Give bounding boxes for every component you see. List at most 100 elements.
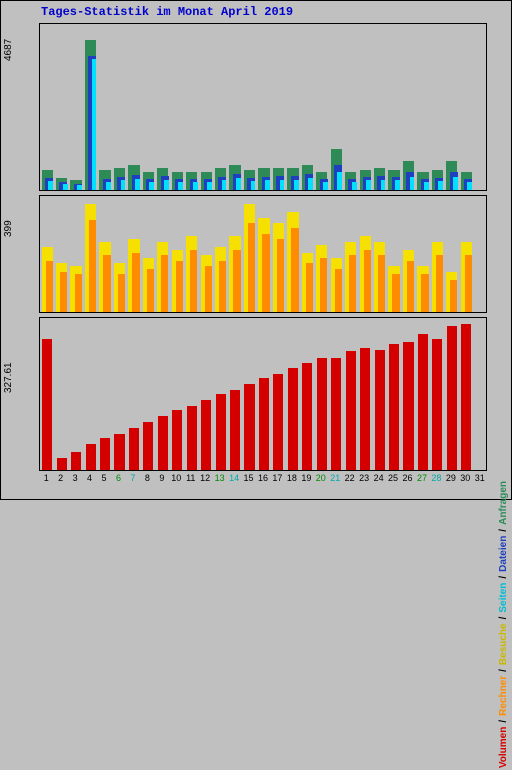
bar-rechner: [421, 274, 428, 312]
x-day: 3: [68, 473, 82, 483]
x-day: 24: [371, 473, 385, 483]
bar-rechner: [407, 261, 414, 312]
bar-seiten: [121, 180, 126, 190]
bar-rechner: [89, 220, 96, 312]
legend-anfragen: Anfragen: [498, 479, 509, 527]
bar-volumen: [172, 410, 182, 470]
bar-seiten: [178, 182, 183, 190]
bar-rechner: [118, 274, 125, 312]
bar-rechner: [176, 261, 183, 312]
bar-seiten: [453, 177, 458, 190]
bar-rechner: [277, 239, 284, 312]
legend-rechner: Rechner: [498, 674, 509, 718]
bar-volumen: [375, 350, 385, 470]
x-day: 29: [444, 473, 458, 483]
bar-rechner: [364, 250, 371, 312]
x-day: 23: [357, 473, 371, 483]
bar-rechner: [465, 255, 472, 312]
x-day: 28: [429, 473, 443, 483]
bar-rechner: [262, 234, 269, 312]
x-day: 27: [415, 473, 429, 483]
bar-seiten: [438, 181, 443, 190]
bar-rechner: [233, 250, 240, 312]
bar-rechner: [205, 266, 212, 312]
bar-volumen: [129, 428, 139, 470]
bar-volumen: [216, 394, 226, 470]
bar-seiten: [352, 182, 357, 190]
bar-rechner: [450, 280, 457, 312]
x-day: 7: [126, 473, 140, 483]
bar-volumen: [259, 378, 269, 470]
bar-seiten: [280, 180, 285, 190]
bar-seiten: [294, 180, 299, 190]
ylabel-top: 4687: [3, 39, 14, 61]
stats-chart: Tages-Statistik im Monat April 2019 4687…: [0, 0, 512, 500]
legend-sep: /: [498, 667, 509, 674]
bar-seiten: [323, 182, 328, 190]
bar-seiten: [193, 182, 198, 190]
bar-volumen: [158, 416, 168, 470]
bar-seiten: [308, 178, 313, 190]
bar-seiten: [63, 184, 68, 190]
bar-volumen: [230, 390, 240, 470]
x-day: 26: [400, 473, 414, 483]
bar-rechner: [436, 255, 443, 312]
bar-rechner: [378, 255, 385, 312]
x-day: 15: [241, 473, 255, 483]
x-day: 9: [155, 473, 169, 483]
bar-volumen: [273, 374, 283, 470]
bar-seiten: [410, 177, 415, 190]
x-day: 4: [82, 473, 96, 483]
bar-volumen: [447, 326, 457, 470]
bar-seiten: [207, 182, 212, 190]
x-day: 5: [97, 473, 111, 483]
x-day: 18: [285, 473, 299, 483]
bar-volumen: [143, 422, 153, 470]
bar-seiten: [236, 178, 241, 190]
bar-volumen: [317, 358, 327, 470]
legend-besuche: Besuche: [498, 621, 509, 667]
bar-seiten: [48, 181, 53, 190]
bar-seiten: [222, 180, 227, 190]
x-day: 11: [184, 473, 198, 483]
legend: Volumen/Rechner/Besuche/Seiten/Dateien/A…: [498, 479, 509, 770]
bar-rechner: [349, 255, 356, 312]
panel-requests: [39, 23, 487, 191]
bar-volumen: [201, 400, 211, 470]
bar-seiten: [164, 180, 169, 190]
bar-seiten: [337, 172, 342, 190]
bar-seiten: [265, 180, 270, 190]
bar-seiten: [106, 182, 111, 190]
bar-rechner: [306, 263, 313, 312]
bar-rechner: [248, 223, 255, 312]
bar-volumen: [288, 368, 298, 470]
bar-seiten: [77, 185, 82, 190]
bar-volumen: [57, 458, 67, 470]
x-day: 21: [328, 473, 342, 483]
x-day: 1: [39, 473, 53, 483]
bar-seiten: [135, 179, 140, 190]
x-day: 16: [256, 473, 270, 483]
bar-rechner: [219, 261, 226, 312]
bar-volumen: [244, 384, 254, 470]
bar-volumen: [100, 438, 110, 470]
bar-volumen: [114, 434, 124, 470]
bar-volumen: [42, 339, 52, 470]
ylabel-mid: 399: [3, 220, 14, 237]
legend-dateien: Dateien: [498, 534, 509, 574]
bar-rechner: [320, 258, 327, 312]
bar-rechner: [147, 269, 154, 312]
bar-volumen: [302, 363, 312, 470]
bar-seiten: [149, 182, 154, 190]
bar-volumen: [86, 444, 96, 470]
bar-rechner: [103, 255, 110, 312]
bar-seiten: [92, 59, 97, 190]
legend-sep: /: [498, 718, 509, 725]
legend-volumen: Volumen: [498, 725, 509, 770]
panel-volume: [39, 317, 487, 471]
x-day: 6: [111, 473, 125, 483]
x-day: 14: [227, 473, 241, 483]
chart-title: Tages-Statistik im Monat April 2019: [41, 5, 293, 19]
bar-rechner: [46, 261, 53, 312]
ylabel-bot: 327.61: [3, 362, 14, 393]
